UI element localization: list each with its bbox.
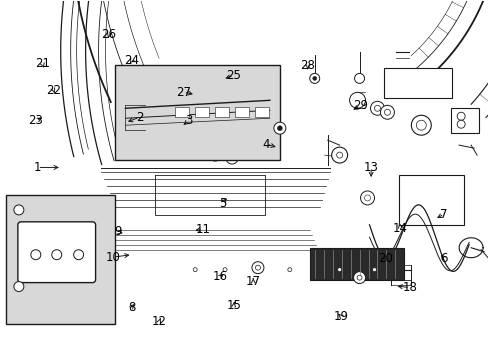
Text: 19: 19 bbox=[333, 310, 348, 323]
Circle shape bbox=[14, 205, 24, 215]
Text: 4: 4 bbox=[262, 138, 269, 150]
Text: 7: 7 bbox=[440, 208, 447, 221]
Circle shape bbox=[360, 191, 374, 205]
Circle shape bbox=[336, 152, 342, 158]
Text: 16: 16 bbox=[212, 270, 227, 283]
Text: 2: 2 bbox=[136, 111, 143, 124]
Circle shape bbox=[372, 268, 376, 272]
Text: 25: 25 bbox=[226, 69, 241, 82]
Circle shape bbox=[380, 105, 394, 119]
Circle shape bbox=[14, 282, 24, 292]
Bar bbox=[254, 107, 268, 117]
Circle shape bbox=[456, 120, 464, 128]
Circle shape bbox=[52, 250, 61, 260]
Circle shape bbox=[209, 149, 221, 161]
Circle shape bbox=[337, 268, 341, 272]
Circle shape bbox=[415, 120, 426, 130]
Circle shape bbox=[277, 126, 282, 131]
Circle shape bbox=[353, 272, 365, 284]
Text: 20: 20 bbox=[378, 252, 392, 265]
Circle shape bbox=[255, 265, 260, 270]
Text: 21: 21 bbox=[35, 57, 50, 70]
Circle shape bbox=[312, 76, 316, 80]
Text: 1: 1 bbox=[34, 161, 41, 174]
Circle shape bbox=[273, 122, 285, 134]
Circle shape bbox=[370, 101, 384, 115]
Text: 22: 22 bbox=[46, 84, 61, 97]
Circle shape bbox=[223, 268, 226, 272]
Circle shape bbox=[225, 152, 238, 164]
Text: 23: 23 bbox=[28, 114, 43, 127]
Text: 14: 14 bbox=[392, 222, 407, 235]
Circle shape bbox=[309, 73, 319, 84]
Bar bbox=[450, 108, 478, 133]
Bar bbox=[309, 248, 404, 280]
Bar bbox=[215, 107, 228, 117]
Text: 26: 26 bbox=[102, 28, 116, 41]
Circle shape bbox=[354, 73, 364, 84]
Text: 28: 28 bbox=[300, 59, 315, 72]
Bar bbox=[175, 107, 189, 117]
Text: 15: 15 bbox=[226, 299, 241, 312]
Bar bbox=[235, 107, 248, 117]
Circle shape bbox=[349, 92, 365, 108]
Text: 18: 18 bbox=[402, 281, 417, 294]
Circle shape bbox=[193, 268, 197, 272]
Circle shape bbox=[331, 147, 347, 163]
Text: 12: 12 bbox=[151, 315, 166, 328]
Bar bbox=[6, 195, 115, 324]
Bar bbox=[195, 107, 209, 117]
Bar bbox=[384, 68, 451, 98]
Text: 8: 8 bbox=[127, 301, 135, 314]
Circle shape bbox=[374, 105, 380, 111]
FancyBboxPatch shape bbox=[18, 222, 95, 283]
Circle shape bbox=[456, 112, 464, 120]
Text: 10: 10 bbox=[105, 251, 120, 264]
Text: 5: 5 bbox=[219, 197, 226, 210]
Text: 9: 9 bbox=[114, 225, 122, 238]
Bar bbox=[399, 175, 463, 225]
Circle shape bbox=[251, 262, 264, 274]
Text: 13: 13 bbox=[363, 161, 378, 174]
Text: 17: 17 bbox=[245, 275, 260, 288]
Circle shape bbox=[74, 250, 83, 260]
Text: 27: 27 bbox=[176, 86, 191, 99]
Circle shape bbox=[31, 250, 41, 260]
Circle shape bbox=[384, 109, 389, 115]
Bar bbox=[115, 66, 279, 160]
Text: 29: 29 bbox=[352, 99, 367, 112]
Circle shape bbox=[364, 195, 370, 201]
Circle shape bbox=[287, 268, 291, 272]
Text: 6: 6 bbox=[440, 252, 447, 265]
Circle shape bbox=[356, 275, 361, 280]
Text: 24: 24 bbox=[124, 54, 139, 67]
Text: 3: 3 bbox=[184, 114, 192, 127]
Circle shape bbox=[410, 115, 430, 135]
Text: 11: 11 bbox=[195, 222, 210, 236]
